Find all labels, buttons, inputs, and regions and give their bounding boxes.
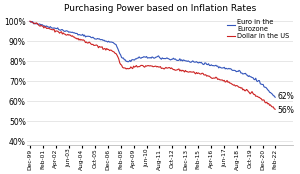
- Euro in the
Eurozone: [240, 72, 244, 74]
- Dollar in the US: [28, 20, 32, 22]
- Dollar in the US: [226, 81, 230, 83]
- Title: Purchasing Power based on Inflation Rates: Purchasing Power based on Inflation Rate…: [64, 4, 256, 13]
- Text: 62%: 62%: [277, 92, 294, 101]
- Line: Euro in the
Eurozone: Euro in the Eurozone: [30, 21, 275, 97]
- Euro in the
Eurozone: [121, 57, 124, 59]
- Line: Dollar in the US: Dollar in the US: [30, 21, 275, 109]
- Euro in the
Eurozone: [28, 20, 32, 22]
- Dollar in the US: [240, 87, 244, 89]
- Euro in the
Eurozone: [61, 30, 65, 32]
- Euro in the
Eurozone: [76, 34, 80, 36]
- Dollar in the US: [76, 37, 80, 39]
- Dollar in the US: [121, 66, 124, 68]
- Euro in the
Eurozone: [209, 64, 213, 66]
- Euro in the
Eurozone: [226, 68, 230, 70]
- Euro in the
Eurozone: [273, 96, 277, 98]
- Dollar in the US: [209, 77, 213, 79]
- Legend: Euro in the
Eurozone, Dollar in the US: Euro in the Eurozone, Dollar in the US: [224, 16, 292, 42]
- Text: 56%: 56%: [277, 106, 294, 115]
- Dollar in the US: [61, 32, 65, 34]
- Dollar in the US: [273, 108, 277, 110]
